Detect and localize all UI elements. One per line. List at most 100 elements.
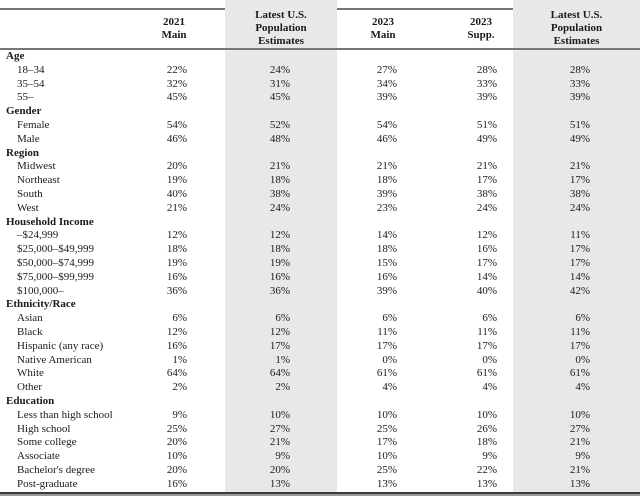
value-cell: 21% — [225, 160, 337, 175]
row-label: West — [17, 201, 39, 214]
value-cell: 23% — [376, 201, 397, 214]
row-label: Associate — [17, 450, 60, 463]
data-row: –$24,999 12% 12% 14% 12% 11% — [0, 229, 640, 244]
empty-cell — [225, 215, 337, 230]
section-label: Region — [6, 146, 39, 159]
row-label: High school — [17, 422, 71, 435]
row-label: 55– — [17, 91, 34, 104]
value-cell: 17% — [476, 174, 497, 187]
value-cell: 21% — [513, 436, 640, 451]
value-cell: 6% — [382, 312, 397, 325]
value-cell: 45% — [166, 91, 187, 104]
data-row: West 21% 24% 23% 24% 24% — [0, 201, 640, 216]
row-label: Less than high school — [17, 408, 113, 421]
data-row: $75,000–$99,999 16% 16% 16% 14% 14% — [0, 270, 640, 285]
value-cell: 16% — [225, 270, 337, 285]
value-cell: 38% — [513, 187, 640, 202]
value-cell: 48% — [225, 132, 337, 147]
section-label: Education — [6, 394, 55, 407]
section-row: Region — [0, 146, 640, 161]
value-cell: 10% — [513, 408, 640, 423]
row-label: Native American — [17, 353, 92, 366]
empty-cell — [513, 146, 640, 161]
value-cell: 21% — [476, 160, 497, 173]
value-cell: 49% — [476, 132, 497, 145]
section-label: Age — [6, 50, 25, 62]
value-cell: 11% — [513, 325, 640, 340]
empty-cell — [158, 49, 225, 64]
value-cell: 52% — [225, 118, 337, 133]
value-cell: 11% — [513, 229, 640, 244]
value-cell: 24% — [225, 63, 337, 78]
row-label: 35–54 — [17, 77, 45, 90]
data-row: Some college 20% 21% 17% 18% 21% — [0, 436, 640, 451]
row-label: Black — [17, 325, 43, 338]
value-cell: 39% — [376, 284, 397, 297]
value-cell: 21% — [166, 201, 187, 214]
value-cell: 46% — [166, 132, 187, 145]
value-cell: 25% — [376, 463, 397, 476]
column-header-category — [0, 0, 158, 50]
column-header-2021-main: 2021 Main — [158, 0, 225, 50]
empty-cell — [337, 298, 441, 312]
section-row: Gender — [0, 105, 640, 119]
column-header-latest-us-population-estimates-1: Latest U.S. Population Estimates — [225, 0, 337, 50]
value-cell: 21% — [376, 160, 397, 173]
data-row: Associate 10% 9% 10% 9% 9% — [0, 450, 640, 464]
value-cell: 16% — [376, 270, 397, 283]
section-label: Household Income — [6, 215, 94, 228]
value-cell: 1% — [225, 353, 337, 368]
row-label: Hispanic (any race) — [17, 339, 104, 352]
empty-cell — [513, 298, 640, 313]
value-cell: 17% — [476, 339, 497, 352]
value-cell: 22% — [166, 63, 187, 76]
row-label: $75,000–$99,999 — [17, 270, 94, 283]
value-cell: 12% — [166, 229, 187, 242]
data-row: 35–54 32% 31% 34% 33% 33% — [0, 77, 640, 92]
value-cell: 9% — [172, 408, 187, 421]
section-row: Education — [0, 394, 640, 409]
data-row: Bachelor's degree 20% 20% 25% 22% 21% — [0, 463, 640, 478]
value-cell: 6% — [225, 312, 337, 326]
value-cell: 0% — [382, 353, 397, 366]
value-cell: 33% — [513, 77, 640, 92]
value-cell: 11% — [477, 325, 497, 338]
empty-cell — [158, 147, 225, 161]
value-cell: 14% — [513, 270, 640, 285]
value-cell: 38% — [225, 187, 337, 202]
value-cell: 31% — [225, 77, 337, 92]
empty-cell — [225, 105, 337, 119]
value-cell: 20% — [166, 160, 187, 173]
data-row: Male 46% 48% 46% 49% 49% — [0, 132, 640, 147]
value-cell: 13% — [225, 477, 337, 492]
value-cell: 12% — [476, 229, 497, 242]
value-cell: 26% — [476, 422, 497, 435]
data-row: $25,000–$49,999 18% 18% 18% 16% 17% — [0, 243, 640, 257]
column-header-2023-supp: 2023 Supp. — [441, 0, 513, 50]
value-cell: 34% — [376, 77, 397, 90]
value-cell: 19% — [166, 174, 187, 187]
value-cell: 18% — [166, 243, 187, 256]
table-body: Age 18–34 22% 24% 27% 28% 28% 35–54 32% 31% 34% 33%… — [0, 49, 640, 492]
empty-cell — [337, 395, 441, 409]
column-header-latest-us-population-estimates-2: Latest U.S. Population Estimates — [513, 0, 640, 50]
value-cell: 9% — [482, 450, 497, 463]
value-cell: 10% — [376, 408, 397, 421]
value-cell: 12% — [225, 229, 337, 244]
empty-cell — [441, 298, 513, 312]
empty-cell — [337, 49, 441, 64]
value-cell: 17% — [225, 339, 337, 354]
header-row: 2021 Main Latest U.S. Population Estimates 20… — [0, 0, 640, 50]
value-cell: 9% — [513, 450, 640, 464]
value-cell: 9% — [225, 450, 337, 464]
value-cell: 38% — [476, 187, 497, 200]
value-cell: 24% — [476, 201, 497, 214]
value-cell: 17% — [476, 256, 497, 269]
value-cell: 46% — [376, 132, 397, 145]
value-cell: 40% — [166, 187, 187, 200]
data-row: Black 12% 12% 11% 11% 11% — [0, 325, 640, 340]
row-label: $50,000–$74,999 — [17, 256, 94, 269]
empty-cell — [513, 394, 640, 409]
value-cell: 21% — [513, 160, 640, 175]
